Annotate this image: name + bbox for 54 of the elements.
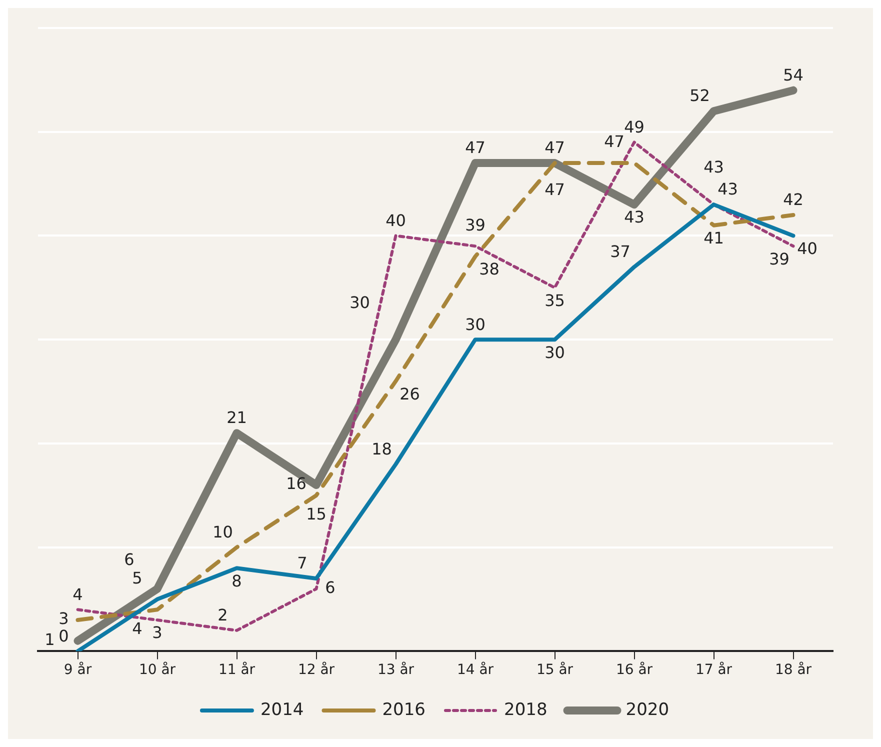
data-label: 43 (718, 180, 738, 199)
data-label: 1 (44, 630, 55, 649)
data-label: 47 (604, 132, 624, 152)
data-label: 3 (152, 623, 162, 642)
data-label: 16 (286, 474, 306, 494)
data-label: 39 (465, 215, 486, 234)
data-label: 52 (690, 86, 710, 106)
data-label: 47 (544, 180, 565, 200)
data-label: 30 (465, 314, 486, 334)
data-label: 40 (386, 210, 406, 230)
x-tick-label: 17 år (695, 661, 732, 678)
x-tick-label: 12 år (298, 661, 335, 678)
data-label: 8 (232, 571, 242, 590)
data-label: 0 (58, 626, 69, 646)
data-label: 5 (132, 568, 142, 588)
data-label: 7 (297, 554, 308, 573)
data-label: 39 (769, 249, 790, 268)
data-label: 42 (783, 190, 804, 210)
data-label: 15 (306, 504, 326, 524)
data-label: 41 (704, 228, 724, 248)
data-label: 38 (479, 260, 500, 279)
data-label: 30 (350, 292, 370, 312)
data-label: 35 (544, 290, 565, 310)
data-label: 18 (372, 439, 392, 458)
legend-label: 2016 (382, 700, 426, 720)
data-label: 49 (624, 117, 644, 136)
data-label: 3 (58, 609, 69, 628)
legend-label: 2018 (504, 700, 548, 720)
data-label: 37 (610, 242, 630, 262)
data-label: 54 (783, 65, 804, 84)
data-label: 4 (132, 618, 142, 638)
x-tick-label: 11 år (218, 661, 256, 678)
x-tick-label: 16 år (616, 661, 653, 678)
data-label: 21 (226, 408, 247, 428)
data-label: 4 (72, 584, 83, 604)
data-label: 10 (212, 522, 233, 542)
data-label: 6 (124, 550, 134, 570)
data-label: 43 (624, 208, 644, 227)
legend-label: 2020 (626, 700, 670, 720)
x-tick-label: 14 år (456, 661, 494, 678)
data-label: 47 (544, 138, 565, 158)
data-label: 30 (544, 342, 565, 362)
x-tick-label: 18 år (774, 661, 812, 678)
data-label: 43 (704, 158, 724, 177)
x-tick-label: 9 år (64, 661, 92, 678)
data-label: 2 (218, 606, 228, 625)
data-label: 6 (325, 578, 336, 598)
data-label: 47 (465, 138, 486, 158)
data-label: 40 (797, 238, 818, 258)
x-tick-label: 13 år (377, 661, 414, 678)
legend-label: 2014 (260, 700, 304, 720)
x-tick-label: 10 år (138, 661, 176, 678)
x-tick-label: 15 år (536, 661, 574, 678)
data-label: 26 (400, 384, 420, 404)
